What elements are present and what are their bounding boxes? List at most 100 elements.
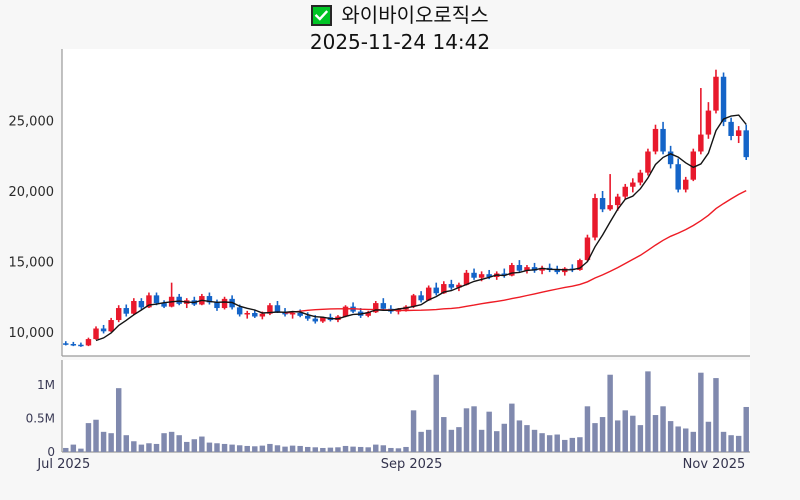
candle-body (410, 295, 417, 307)
volume-bar (123, 435, 129, 452)
candle-body (357, 311, 364, 316)
green-check-icon (311, 4, 333, 26)
candle-body (108, 320, 114, 332)
candle-body (652, 128, 659, 152)
volume-bar (705, 421, 712, 452)
volume-bar (153, 443, 160, 452)
volume-bar (630, 415, 636, 452)
candle-body (425, 287, 432, 301)
candle-body (441, 284, 447, 294)
volume-bar (199, 436, 205, 452)
candle-body (395, 309, 402, 312)
volume-bar (531, 429, 538, 452)
candle-body (221, 298, 228, 309)
candle-body (728, 121, 734, 136)
candle-body (683, 179, 689, 190)
page-title: 와이바이오로직스 (341, 3, 489, 27)
volume-bar (539, 433, 545, 452)
volume-bar (297, 445, 303, 452)
candle-body (252, 312, 258, 317)
volume-bar (471, 406, 477, 452)
volume-bar (418, 431, 424, 452)
candle-body (569, 268, 576, 271)
candle-body (282, 311, 288, 315)
candle-body (471, 272, 477, 278)
candle-body (463, 272, 470, 285)
volume-bar (161, 433, 167, 452)
candle-body (304, 315, 311, 319)
y-tick-label: 10,000 (9, 326, 55, 341)
volume-bar (380, 445, 387, 452)
volume-bar (546, 435, 553, 452)
candle-body (690, 151, 697, 180)
volume-bar (735, 435, 742, 452)
volume-bar (569, 437, 576, 452)
candle-body (78, 344, 84, 347)
candle-body (637, 172, 644, 183)
candle-body (592, 198, 598, 238)
volume-bar (577, 437, 583, 452)
volume-bar (252, 446, 258, 452)
y-tick-label: 15,000 (9, 256, 55, 271)
candle-body (146, 295, 152, 308)
candle-body (501, 273, 508, 276)
candle-body (184, 300, 190, 304)
candle-body (115, 308, 122, 321)
volume-bar (236, 445, 243, 452)
volume-bar (357, 446, 364, 452)
candle-body (335, 316, 341, 321)
candle-body (630, 182, 636, 187)
volume-bar (456, 427, 462, 452)
candle-body (599, 198, 606, 210)
candle-body (320, 317, 326, 322)
y-tick-label: 25,000 (9, 114, 55, 129)
candle-body (85, 339, 92, 346)
volume-bar (433, 374, 439, 452)
candle-body (327, 317, 334, 321)
volume-bar (675, 426, 681, 452)
volume-bar (388, 447, 394, 452)
volume-bar (365, 447, 371, 452)
volume-bar (614, 420, 621, 452)
volume-bar (667, 421, 674, 452)
candle-body (743, 130, 749, 158)
timestamp-label: 2025-11-24 14:42 (309, 30, 491, 54)
volume-bar (176, 435, 182, 452)
candle-body (312, 318, 318, 322)
volume-bar (698, 372, 704, 452)
volume-bar (93, 419, 99, 452)
candle-body (373, 303, 379, 313)
candle-body (486, 274, 492, 278)
candle-body (131, 300, 137, 314)
candle-body (433, 287, 439, 294)
volume-bar (448, 429, 455, 452)
volume-bar (410, 410, 417, 452)
volume-bar (85, 423, 92, 452)
candle-body (191, 300, 198, 305)
candle-body (660, 128, 666, 152)
candle-body (478, 274, 485, 278)
volume-bar (327, 447, 334, 452)
candle-body (705, 110, 712, 135)
candle-body (509, 265, 515, 276)
volume-bar (320, 447, 326, 452)
volume-bar (728, 435, 734, 452)
volume-bar (312, 447, 318, 452)
volume-bar (584, 406, 591, 452)
volume-bar (637, 425, 644, 452)
volume-bar (652, 415, 659, 452)
candle-body (229, 298, 235, 308)
candle-body (388, 308, 394, 312)
volume-bar (622, 410, 628, 452)
volume-bar (259, 445, 266, 452)
candle-body (554, 269, 560, 273)
candle-body (456, 284, 462, 288)
candle-body (516, 265, 523, 271)
volume-bar (524, 425, 530, 452)
candle-body (531, 267, 538, 271)
volume-bar (645, 371, 651, 452)
volume-bar (743, 406, 749, 452)
candle-body (365, 312, 371, 316)
x-tick-label: Jul 2025 (36, 457, 90, 472)
candle-body (614, 196, 621, 206)
